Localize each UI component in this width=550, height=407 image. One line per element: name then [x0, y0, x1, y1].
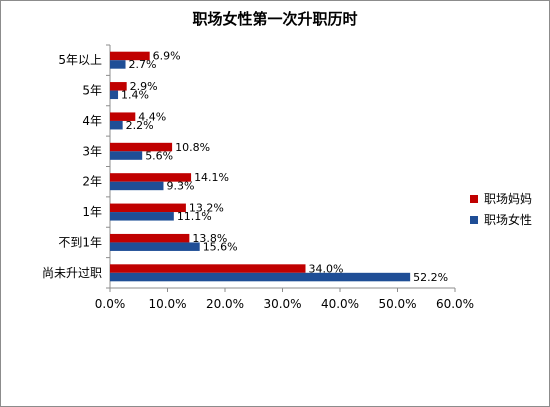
x-tick-label: 50.0% — [378, 297, 416, 311]
x-tick-label: 20.0% — [206, 297, 244, 311]
bar — [110, 60, 126, 69]
bar — [110, 120, 123, 130]
legend-label: 职场妈妈 — [484, 192, 532, 206]
legend-swatch — [470, 216, 478, 224]
data-label: 15.6% — [203, 240, 238, 253]
category-label: 1年 — [82, 205, 102, 219]
bar — [110, 233, 190, 243]
data-label: 10.8% — [175, 141, 210, 154]
legend-label: 职场女性 — [484, 212, 532, 227]
bar — [110, 264, 306, 273]
category-label: 3年 — [82, 144, 102, 158]
category-label: 5年 — [82, 84, 102, 98]
data-label: 11.1% — [177, 210, 212, 223]
category-label: 尚未升过职 — [42, 266, 102, 280]
data-label: 34.0% — [309, 262, 344, 275]
x-tick-label: 10.0% — [148, 297, 186, 311]
bar — [110, 151, 143, 160]
data-label: 9.3% — [166, 180, 194, 193]
data-label: 52.2% — [413, 271, 448, 284]
bar — [110, 203, 186, 213]
bar — [110, 242, 200, 251]
data-label: 1.4% — [121, 89, 149, 102]
bar — [110, 82, 127, 91]
bar — [110, 51, 150, 61]
category-label: 不到1年 — [58, 235, 102, 249]
bar — [110, 142, 173, 152]
data-label: 5.6% — [145, 149, 173, 162]
x-tick-label: 30.0% — [263, 297, 301, 311]
data-label: 14.1% — [194, 171, 229, 184]
bar — [110, 90, 119, 100]
data-label: 2.7% — [129, 58, 157, 71]
category-label: 2年 — [82, 175, 102, 189]
bar — [110, 112, 136, 121]
bar — [110, 173, 192, 182]
x-tick-label: 0.0% — [95, 297, 126, 311]
category-label: 4年 — [82, 114, 102, 128]
data-label: 13.8% — [192, 232, 227, 245]
category-label: 5年以上 — [58, 53, 102, 67]
data-label: 13.2% — [189, 202, 224, 215]
data-label: 2.2% — [126, 119, 154, 132]
data-label: 6.9% — [153, 50, 181, 63]
bar — [110, 272, 411, 282]
legend-swatch — [470, 195, 478, 203]
data-label: 2.9% — [130, 80, 158, 93]
x-tick-label: 60.0% — [436, 297, 474, 311]
chart-title: 职场女性第一次升职历时 — [192, 10, 357, 28]
x-tick-label: 40.0% — [321, 297, 359, 311]
bar — [110, 212, 174, 221]
data-label: 4.4% — [138, 110, 166, 123]
bar — [110, 181, 164, 191]
